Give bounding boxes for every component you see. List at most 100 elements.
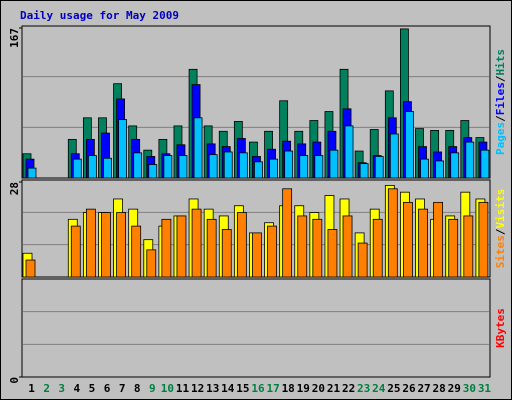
bar bbox=[389, 133, 399, 179]
legend-separator: / bbox=[494, 75, 507, 82]
bar bbox=[284, 150, 294, 179]
bar bbox=[101, 212, 111, 278]
bar bbox=[116, 212, 126, 278]
bar bbox=[236, 212, 247, 278]
bar bbox=[72, 158, 82, 179]
y-tick-label: 0 bbox=[8, 377, 21, 384]
bar bbox=[387, 188, 398, 278]
bar bbox=[193, 117, 203, 179]
bar bbox=[448, 218, 459, 278]
legend-entry: KBytes bbox=[494, 308, 507, 348]
x-tick-label: 29 bbox=[448, 382, 461, 395]
x-tick-label: 27 bbox=[417, 382, 430, 395]
bar bbox=[238, 152, 248, 179]
bar bbox=[433, 201, 444, 278]
bar bbox=[405, 111, 414, 179]
bar bbox=[208, 154, 218, 179]
bar bbox=[254, 161, 263, 179]
x-tick-label: 6 bbox=[104, 382, 111, 395]
bar bbox=[85, 208, 96, 278]
x-tick-label: 10 bbox=[161, 382, 174, 395]
x-tick-label: 28 bbox=[433, 382, 446, 395]
bar bbox=[420, 158, 429, 179]
legend: Sites/Visits bbox=[494, 189, 507, 269]
bar bbox=[297, 215, 308, 278]
plot-area bbox=[21, 278, 491, 378]
y-tick-label: 167 bbox=[8, 28, 21, 48]
x-tick-label: 3 bbox=[58, 382, 65, 395]
legend: KBytes bbox=[494, 308, 507, 348]
x-tick-label: 18 bbox=[282, 382, 295, 395]
x-tick-label: 4 bbox=[74, 382, 81, 395]
x-tick-label: 16 bbox=[251, 382, 265, 395]
bar bbox=[342, 215, 353, 278]
bar bbox=[27, 167, 37, 179]
bar bbox=[206, 218, 217, 278]
x-tick-label: 15 bbox=[236, 382, 249, 395]
legend-entry: Sites bbox=[494, 235, 507, 268]
bar bbox=[299, 155, 309, 179]
x-tick-label: 19 bbox=[297, 382, 310, 395]
x-tick-label: 25 bbox=[387, 382, 400, 395]
x-tick-label: 26 bbox=[402, 382, 416, 395]
x-tick-label: 2 bbox=[43, 382, 50, 395]
bar bbox=[87, 155, 97, 179]
x-tick-label: 13 bbox=[206, 382, 219, 395]
x-tick-label: 8 bbox=[134, 382, 141, 395]
x-tick-label: 24 bbox=[372, 382, 386, 395]
bar bbox=[374, 156, 384, 179]
bar bbox=[435, 160, 445, 179]
x-tick-label: 20 bbox=[312, 382, 325, 395]
x-tick-label: 11 bbox=[176, 382, 190, 395]
bar bbox=[223, 151, 233, 179]
bar bbox=[103, 157, 112, 179]
bar bbox=[267, 225, 277, 278]
x-tick-label: 30 bbox=[463, 382, 476, 395]
bar bbox=[282, 188, 293, 278]
bar bbox=[146, 249, 157, 278]
bar bbox=[131, 225, 142, 278]
bar bbox=[327, 229, 338, 278]
bar bbox=[418, 208, 428, 278]
y-tick-label: 28 bbox=[8, 182, 21, 195]
legend-entry: Visits bbox=[494, 189, 507, 229]
bar bbox=[463, 215, 474, 278]
x-tick-label: 21 bbox=[327, 382, 341, 395]
bar bbox=[403, 201, 413, 278]
bar bbox=[163, 155, 173, 179]
bar bbox=[314, 155, 324, 179]
bar bbox=[133, 152, 143, 179]
bar bbox=[148, 164, 158, 179]
bar bbox=[269, 158, 278, 179]
bar bbox=[344, 125, 354, 179]
legend-separator: / bbox=[494, 228, 507, 235]
bar bbox=[118, 119, 127, 179]
x-tick-label: 22 bbox=[342, 382, 355, 395]
bar bbox=[480, 149, 490, 179]
legend-entry: Hits bbox=[494, 49, 507, 76]
legend-separator: / bbox=[494, 115, 507, 122]
bar bbox=[359, 163, 369, 179]
bar bbox=[191, 208, 202, 278]
x-tick-label: 31 bbox=[478, 382, 492, 395]
chart-title: Daily usage for May 2009 bbox=[20, 9, 179, 22]
bar bbox=[372, 218, 383, 278]
bar bbox=[252, 232, 262, 278]
x-tick-label: 5 bbox=[89, 382, 96, 395]
bar bbox=[161, 218, 172, 278]
x-tick-label: 1 bbox=[28, 382, 35, 395]
legend: Pages/Files/Hits bbox=[494, 49, 507, 155]
legend-entry: Pages bbox=[494, 122, 507, 155]
x-tick-label: 17 bbox=[266, 382, 279, 395]
bar bbox=[312, 218, 323, 278]
legend-entry: Files bbox=[494, 82, 507, 115]
x-tick-label: 23 bbox=[357, 382, 370, 395]
x-tick-label: 9 bbox=[149, 382, 156, 395]
bar bbox=[329, 149, 339, 179]
bar bbox=[465, 141, 475, 179]
x-tick-label: 14 bbox=[221, 382, 235, 395]
bar bbox=[450, 152, 460, 179]
bar bbox=[25, 259, 36, 278]
bar bbox=[178, 155, 188, 179]
